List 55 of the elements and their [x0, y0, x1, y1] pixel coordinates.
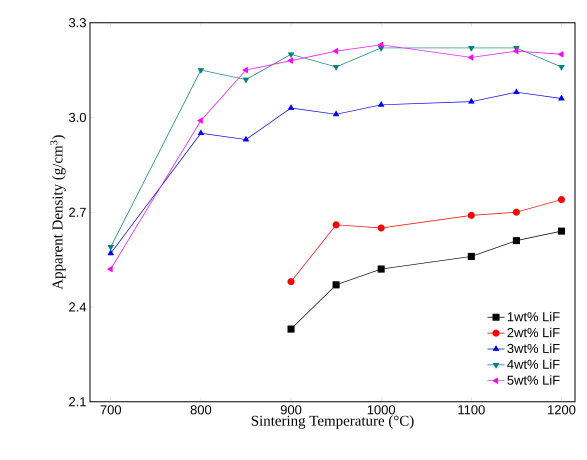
x-axis-title: Sintering Temperature (°C): [252, 415, 414, 429]
point: [378, 42, 384, 48]
legend-label: 1wt% LiF: [508, 312, 560, 322]
y-tick-label: 3.3: [68, 18, 86, 28]
point: [198, 68, 204, 74]
legend-label: 5wt% LiF: [507, 375, 560, 385]
x-tick-label: 1200: [548, 405, 576, 414]
point: [287, 278, 295, 286]
point: [332, 221, 340, 228]
x-tick-label: 700: [100, 405, 122, 414]
point: [512, 208, 520, 216]
point: [108, 250, 114, 256]
point: [512, 48, 518, 54]
point: [287, 326, 295, 333]
y-axis-title: Apparent Density (g/cm$^{3}$): [50, 135, 66, 290]
point: [558, 196, 566, 204]
y-tick-label: 3.0: [68, 112, 86, 122]
point: [558, 51, 564, 58]
point: [198, 130, 204, 136]
y-tick-label: 2.1: [69, 397, 86, 406]
x-tick-label: 900: [280, 405, 302, 414]
point: [378, 101, 384, 107]
point: [242, 78, 250, 84]
point: [378, 266, 385, 273]
point: [512, 237, 520, 244]
point: [513, 88, 520, 94]
point: [468, 98, 474, 104]
x-tick-label: 1000: [368, 405, 396, 414]
point: [108, 244, 114, 250]
point: [288, 52, 294, 58]
point: [333, 110, 340, 116]
point: [558, 64, 565, 70]
point: [333, 64, 340, 70]
y-tick-label: 2.7: [69, 208, 86, 217]
x-tick-label: 1100: [458, 405, 485, 414]
legend-label: 4wt% LiF: [507, 359, 560, 369]
point: [468, 212, 475, 219]
point: [287, 57, 293, 64]
point: [468, 252, 475, 260]
point: [242, 66, 248, 74]
x-tick-label: 800: [190, 405, 212, 414]
point: [332, 281, 340, 288]
point: [558, 94, 565, 100]
point: [288, 104, 294, 110]
point: [468, 54, 474, 61]
point: [378, 224, 385, 232]
point: [242, 136, 250, 142]
point: [468, 46, 474, 52]
point: [332, 48, 338, 54]
point: [197, 117, 203, 124]
point: [558, 228, 566, 235]
point: [107, 266, 113, 272]
legend-label: 3wt% LiF: [507, 344, 560, 354]
y-tick-label: 2.4: [69, 302, 86, 312]
legend-label: 2wt% LiF: [508, 328, 560, 338]
